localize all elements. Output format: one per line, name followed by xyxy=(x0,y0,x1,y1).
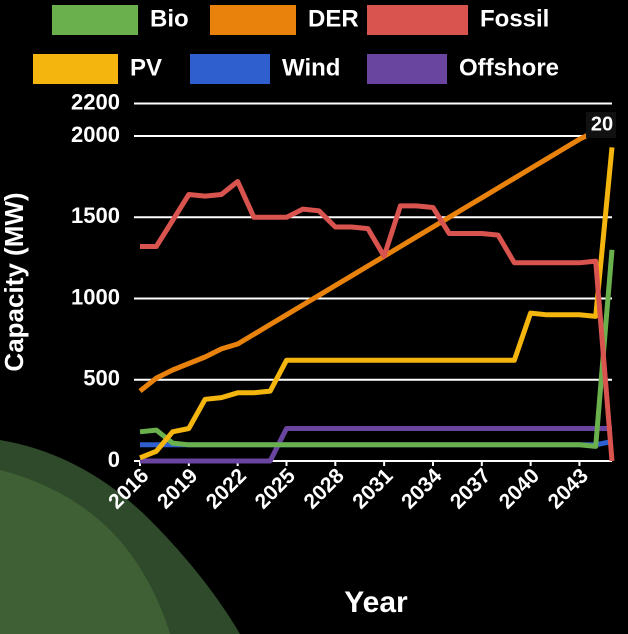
y-axis-title: Capacity (MW) xyxy=(0,192,29,371)
y-tick-label: 0 xyxy=(108,447,120,472)
y-tick-label: 1000 xyxy=(71,284,120,309)
legend-swatch xyxy=(52,5,138,35)
series-line xyxy=(138,123,613,394)
y-tick-label: 2200 xyxy=(71,89,120,114)
legend-label: PV xyxy=(130,54,162,81)
legend-swatch xyxy=(210,5,296,35)
series-line xyxy=(139,249,615,449)
legend-swatch xyxy=(190,54,270,84)
annotation-box xyxy=(586,112,616,138)
series-line xyxy=(139,147,615,461)
series-line xyxy=(140,179,615,462)
lines xyxy=(138,123,615,464)
legend-swatch xyxy=(367,54,447,84)
legend-label: Fossil xyxy=(480,5,549,32)
y-tick-label: 500 xyxy=(83,366,120,391)
annotation: 20 xyxy=(591,113,613,135)
x-axis-title: Year xyxy=(344,586,408,619)
legend: Bio DER Fossil PV Wind Offshore xyxy=(33,5,559,84)
legend-swatch xyxy=(367,5,468,35)
legend-label: Wind xyxy=(282,54,340,81)
legend-swatch xyxy=(33,54,118,84)
series-line xyxy=(140,426,612,464)
legend-label: Bio xyxy=(150,5,189,32)
y-tick-label: 2000 xyxy=(71,122,120,147)
legend-label: DER xyxy=(308,5,359,32)
y-tick-label: 1500 xyxy=(71,203,120,228)
legend-label: Offshore xyxy=(459,54,559,81)
satellite-image-land xyxy=(0,470,170,634)
